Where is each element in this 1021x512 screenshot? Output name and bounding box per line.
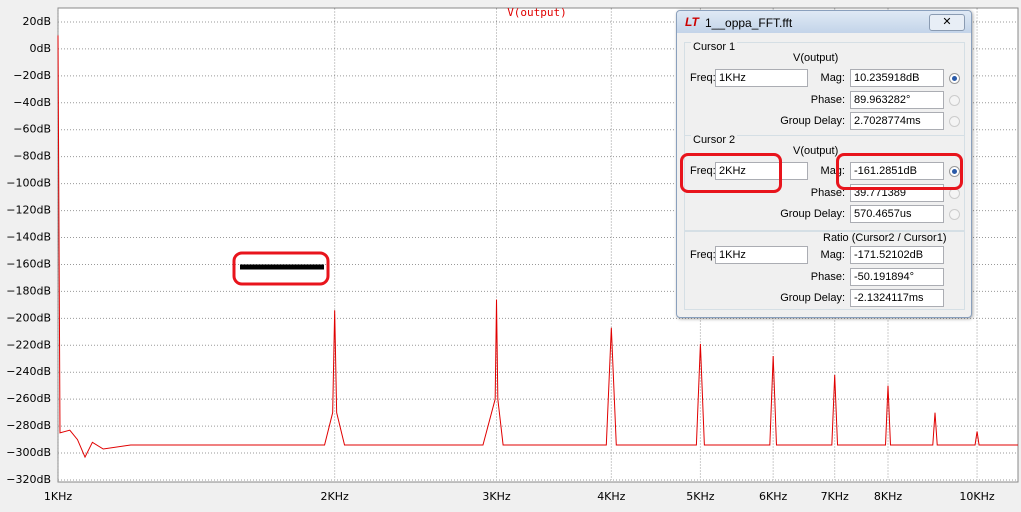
y-tick-label: −140dB	[6, 231, 51, 244]
y-tick-label: −80dB	[13, 150, 51, 163]
radio-button[interactable]	[949, 166, 960, 177]
title-bar: LT 1__oppa_FFT.fft ✕	[677, 11, 971, 33]
y-tick-label: −320dB	[6, 473, 51, 486]
row-label: Phase:	[810, 186, 845, 199]
section-heading: Ratio (Cursor2 / Cursor1)	[823, 232, 947, 244]
freq-field[interactable]: 2KHz	[715, 162, 808, 180]
radio-button[interactable]	[949, 116, 960, 127]
y-tick-label: −20dB	[13, 69, 51, 82]
value-field[interactable]: 2.7028774ms	[850, 112, 944, 130]
y-tick-label: −160dB	[6, 257, 51, 270]
y-tick-label: −220dB	[6, 338, 51, 351]
value-field[interactable]: 89.963282°	[850, 90, 944, 109]
y-tick-label: 0dB	[29, 42, 51, 55]
y-tick-label: −240dB	[6, 365, 51, 378]
value-field[interactable]: -161.2851dB	[850, 162, 944, 180]
group-label: Cursor 2	[691, 134, 738, 146]
x-tick-label: 2KHz	[321, 490, 349, 503]
y-tick-label: −100dB	[6, 177, 51, 190]
mag-highlight	[836, 153, 963, 190]
group-box	[684, 231, 965, 310]
row-label: Mag:	[820, 72, 845, 84]
y-tick-label: −60dB	[13, 123, 51, 136]
radio-button[interactable]	[949, 209, 960, 220]
row-label: Mag:	[820, 249, 845, 261]
y-tick-label: −300dB	[6, 446, 51, 459]
y-tick-label: −200dB	[6, 311, 51, 324]
x-tick-label: 8KHz	[874, 490, 902, 503]
x-tick-label: 10KHz	[959, 490, 994, 503]
value-field[interactable]: -2.1324117ms	[850, 289, 944, 307]
freq-field[interactable]: 1KHz	[715, 69, 808, 87]
freq-highlight	[680, 153, 782, 193]
radio-button[interactable]	[949, 73, 960, 84]
x-tick-label: 3KHz	[482, 490, 510, 503]
trace-name: V(output)	[793, 52, 839, 64]
close-button[interactable]: ✕	[929, 14, 965, 31]
x-tick-label: 5KHz	[686, 490, 714, 503]
freq-label: Freq:	[690, 249, 716, 261]
freq-field[interactable]: 1KHz	[715, 246, 808, 264]
y-tick-label: −180dB	[6, 284, 51, 297]
row-label: Group Delay:	[780, 115, 845, 127]
x-tick-label: 6KHz	[759, 490, 787, 503]
row-label: Group Delay:	[780, 292, 845, 304]
group-box	[684, 135, 965, 231]
trace-line	[57, 35, 1018, 459]
dialog-title: 1__oppa_FFT.fft	[705, 16, 793, 30]
y-tick-label: −280dB	[6, 419, 51, 432]
x-tick-label: 1KHz	[44, 490, 72, 503]
value-field[interactable]: -171.52102dB	[850, 246, 944, 264]
row-label: Phase:	[810, 270, 845, 283]
group-label: Cursor 1	[691, 41, 738, 53]
row-label: Phase:	[810, 93, 845, 106]
freq-label: Freq:	[690, 165, 716, 177]
y-tick-label: 20dB	[22, 15, 51, 28]
x-tick-label: 4KHz	[597, 490, 625, 503]
y-tick-label: −260dB	[6, 392, 51, 405]
radio-button[interactable]	[949, 94, 960, 106]
y-tick-label: −120dB	[6, 204, 51, 217]
chart-title: V(output)	[507, 6, 567, 19]
y-tick-label: −40dB	[13, 96, 51, 109]
value-field[interactable]: 570.4657us	[850, 205, 944, 223]
x-tick-label: 7KHz	[821, 490, 849, 503]
freq-label: Freq:	[690, 72, 716, 84]
fft-cursor-dialog[interactable]: LT 1__oppa_FFT.fft ✕ Cursor 1 V(output) Fr…	[676, 10, 972, 318]
annotation-highlight	[232, 251, 330, 286]
app-icon: LT	[685, 15, 699, 29]
value-field[interactable]: -50.191894°	[850, 267, 944, 286]
row-label: Group Delay:	[780, 208, 845, 220]
trace-name: V(output)	[793, 145, 839, 157]
value-field[interactable]: 10.235918dB	[850, 69, 944, 87]
